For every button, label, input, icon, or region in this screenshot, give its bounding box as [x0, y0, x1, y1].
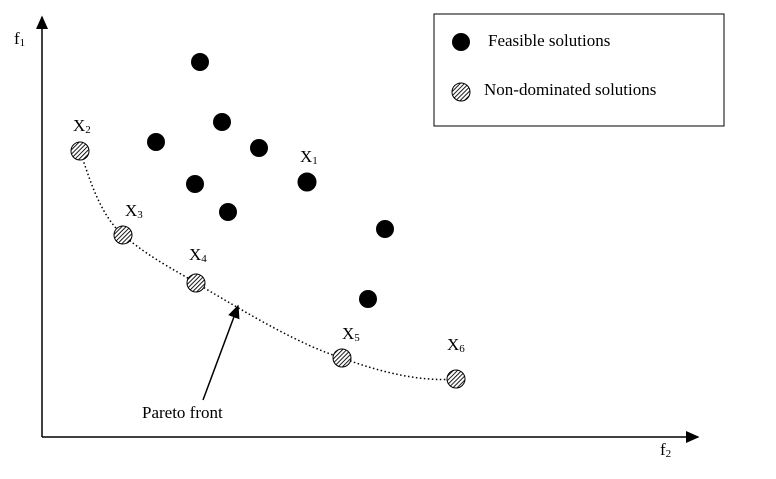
point-label: X5: [342, 324, 360, 344]
legend-box: [433, 13, 725, 127]
y-axis-label: f1: [14, 29, 25, 49]
label-subscript: 6: [459, 343, 465, 355]
non-dominated-point: [186, 273, 206, 293]
label-subscript: 3: [137, 209, 143, 221]
feasible-point: [191, 53, 209, 71]
label-text: f: [660, 440, 666, 459]
feasible-point: [186, 175, 204, 193]
label-subscript: 2: [666, 448, 672, 460]
label-text: X: [73, 116, 85, 135]
legend-marker: [451, 82, 471, 102]
point-label: X4: [189, 245, 207, 265]
label-text: X: [342, 324, 354, 343]
point-label: X2: [73, 116, 91, 136]
annotation-arrow: [202, 304, 240, 401]
annotation: Pareto front: [142, 403, 223, 422]
pareto-curve: [79, 150, 457, 381]
label-text: f: [14, 29, 20, 48]
label-subscript: 4: [201, 253, 207, 265]
non-dominated-point: [332, 348, 352, 368]
legend-label: Feasible solutions: [488, 31, 610, 50]
label-subscript: 2: [85, 124, 91, 136]
feasible-point: [297, 172, 317, 192]
feasible-point: [250, 139, 268, 157]
non-dominated-point: [113, 225, 133, 245]
point-label: X3: [125, 201, 143, 221]
label-text: X: [447, 335, 459, 354]
label-text: X: [300, 147, 312, 166]
point-label: X6: [447, 335, 465, 355]
feasible-point: [213, 113, 231, 131]
axes: f1 f2: [14, 15, 700, 460]
feasible-point: [219, 203, 237, 221]
feasible-point: [376, 220, 394, 238]
feasible-point: [359, 290, 377, 308]
label-subscript: 5: [354, 332, 360, 344]
non-dominated-point: [70, 141, 90, 161]
point-label: X1: [300, 147, 318, 167]
label-text: X: [189, 245, 201, 264]
legend: Feasible solutions Non-dominated solutio…: [433, 13, 725, 127]
x-axis-label: f2: [660, 440, 671, 460]
label-subscript: 1: [312, 155, 318, 167]
legend-marker: [452, 33, 470, 51]
label-subscript: 1: [20, 37, 26, 49]
legend-label: Non-dominated solutions: [484, 80, 656, 99]
feasible-point: [147, 133, 165, 151]
non-dominated-point: [446, 369, 466, 389]
label-text: X: [125, 201, 137, 220]
